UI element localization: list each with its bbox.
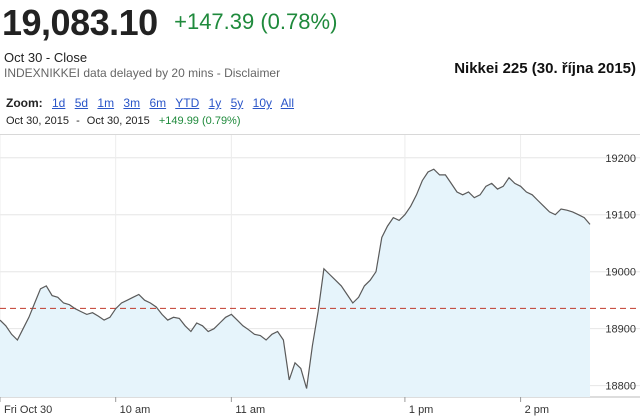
x-tick-label: 1 pm <box>409 404 433 416</box>
image-caption: Nikkei 225 (30. října 2015) <box>454 60 636 77</box>
header-divider <box>0 134 640 135</box>
price-header: 19,083.10 +147.39 (0.78%) <box>2 2 337 44</box>
y-tick-label: 18800 <box>605 381 636 393</box>
zoom-1d[interactable]: 1d <box>52 96 66 110</box>
x-tick-label: 2 pm <box>525 404 549 416</box>
price-area-fill <box>0 169 590 397</box>
zoom-10y[interactable]: 10y <box>252 96 272 110</box>
x-tick-label: 10 am <box>120 404 151 416</box>
zoom-3m[interactable]: 3m <box>123 96 141 110</box>
x-tick-label: 11 am <box>235 404 265 416</box>
range-dash: - <box>76 115 80 127</box>
y-tick-label: 19000 <box>605 267 636 279</box>
y-tick-label: 19100 <box>605 210 636 222</box>
index-price: 19,083.10 <box>2 2 158 43</box>
intraday-chart[interactable]: Fri Oct 30 10 am 11 am 1 pm 2 pm 18800189001… <box>0 135 640 420</box>
x-axis-ticks: Fri Oct 30 10 am 11 am 1 pm 2 pm <box>0 397 549 416</box>
range-start-date[interactable]: Oct 30, 2015 <box>6 115 69 127</box>
close-label: Oct 30 - Close <box>4 50 88 65</box>
zoom-1y[interactable]: 1y <box>208 96 222 110</box>
y-tick-label: 19200 <box>605 153 636 165</box>
zoom-5d[interactable]: 5d <box>74 96 89 110</box>
y-axis-ticks: 18800 18900 19000 19100 19200 <box>605 153 636 393</box>
price-series-line <box>0 168 591 389</box>
date-range: Oct 30, 2015 - Oct 30, 2015 +149.99 (0.7… <box>6 115 241 127</box>
index-change: +147.39 (0.78%) <box>174 9 338 34</box>
data-source-note[interactable]: INDEXNIKKEI data delayed by 20 mins - Di… <box>4 66 281 80</box>
zoom-5y[interactable]: 5y <box>230 96 244 110</box>
range-change: +149.99 (0.79%) <box>158 115 241 127</box>
range-end-date[interactable]: Oct 30, 2015 <box>86 115 150 127</box>
zoom-all[interactable]: All <box>280 96 295 110</box>
zoom-label: Zoom: <box>6 96 43 110</box>
zoom-ytd[interactable]: YTD <box>175 96 200 110</box>
zoom-6m[interactable]: 6m <box>149 96 167 110</box>
y-tick-label: 18900 <box>605 324 636 336</box>
x-tick-label: Fri Oct 30 <box>4 404 52 416</box>
zoom-controls: Zoom: 1d 5d 1m 3m 6m YTD 1y 5y 10y All <box>6 96 300 110</box>
zoom-1m[interactable]: 1m <box>97 96 115 110</box>
